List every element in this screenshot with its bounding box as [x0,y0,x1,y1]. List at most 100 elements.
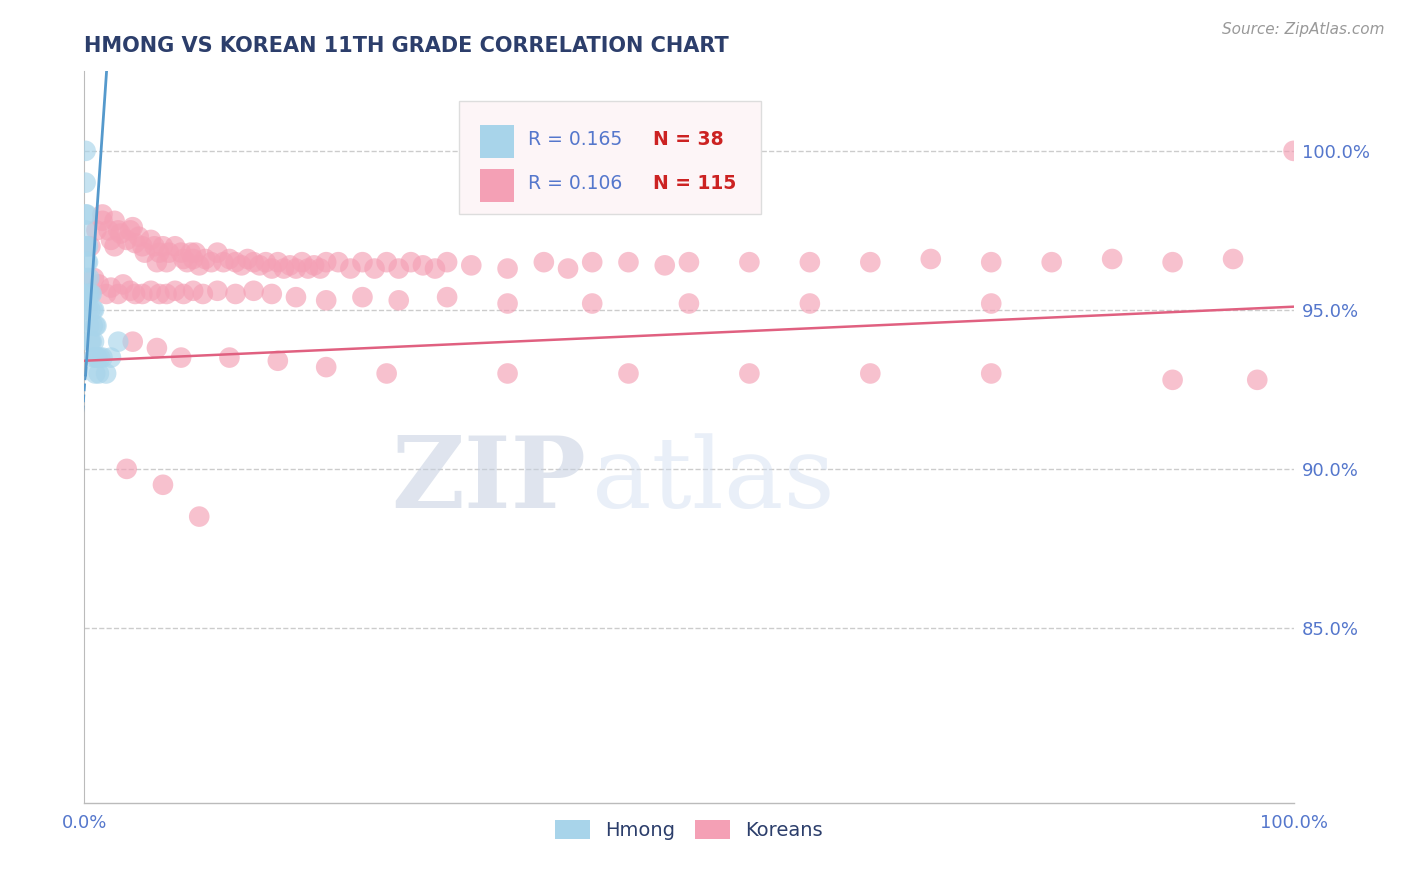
Point [107,223,129,237]
Point [152,477,174,491]
Point [284,290,308,304]
Point [315,255,337,269]
Point [242,284,264,298]
Point [242,255,264,269]
Point [79,302,101,317]
Point [1282,144,1305,158]
Point [86,223,108,237]
Point [738,255,761,269]
Point [84,367,107,381]
Point [236,252,259,266]
Point [121,334,143,349]
Point [328,255,350,269]
Point [352,255,374,269]
Point [260,287,283,301]
Point [80,334,103,349]
Point [152,239,174,253]
Point [557,261,579,276]
Point [423,261,446,276]
Point [79,239,101,253]
Point [148,245,170,260]
Point [738,367,761,381]
Point [581,296,603,310]
Point [352,290,374,304]
Point [80,287,103,301]
Point [436,255,458,269]
Point [76,239,98,253]
Point [533,255,555,269]
Point [496,261,519,276]
Point [89,351,111,365]
Point [207,284,229,298]
Point [181,284,204,298]
Point [231,258,253,272]
Point [496,296,519,310]
Point [128,229,150,244]
Point [82,302,104,317]
Point [184,245,207,260]
Point [249,258,271,272]
Point [218,351,240,365]
Point [104,214,127,228]
Point [131,287,153,301]
Point [76,271,98,285]
Point [678,296,700,310]
Point [77,287,100,301]
Point [1101,252,1123,266]
Point [155,255,177,269]
Point [75,223,97,237]
Point [75,176,97,190]
Point [315,293,337,308]
Point [100,351,122,365]
Point [654,258,676,272]
Point [77,318,100,333]
Point [188,509,211,524]
Point [165,239,187,253]
Point [267,255,290,269]
Point [799,296,821,310]
Point [176,255,198,269]
Point [83,302,105,317]
Point [309,261,332,276]
Point [86,351,108,365]
Point [859,255,882,269]
Point [157,245,180,260]
Point [1222,252,1244,266]
Point [82,318,104,333]
Point [260,261,283,276]
Point [225,255,247,269]
Point [191,287,214,301]
Point [83,271,105,285]
Point [139,233,162,247]
Point [375,367,398,381]
Point [212,255,235,269]
Point [1161,255,1184,269]
Point [170,351,193,365]
Point [97,223,120,237]
Point [77,302,100,317]
Point [436,290,458,304]
Bar [479,125,513,158]
Point [254,255,277,269]
Point [399,255,422,269]
Point [194,252,217,266]
Point [91,207,114,221]
Point [581,255,603,269]
Point [1161,373,1184,387]
Point [120,223,142,237]
Point [79,334,101,349]
Point [115,462,138,476]
Point [76,255,98,269]
Point [496,367,519,381]
Text: N = 38: N = 38 [652,130,723,149]
Point [79,287,101,301]
Point [94,367,117,381]
Point [86,351,108,365]
Point [200,255,222,269]
Point [139,284,162,298]
Point [91,214,114,228]
Point [75,144,97,158]
Point [273,261,295,276]
Point [120,284,142,298]
Point [388,261,411,276]
